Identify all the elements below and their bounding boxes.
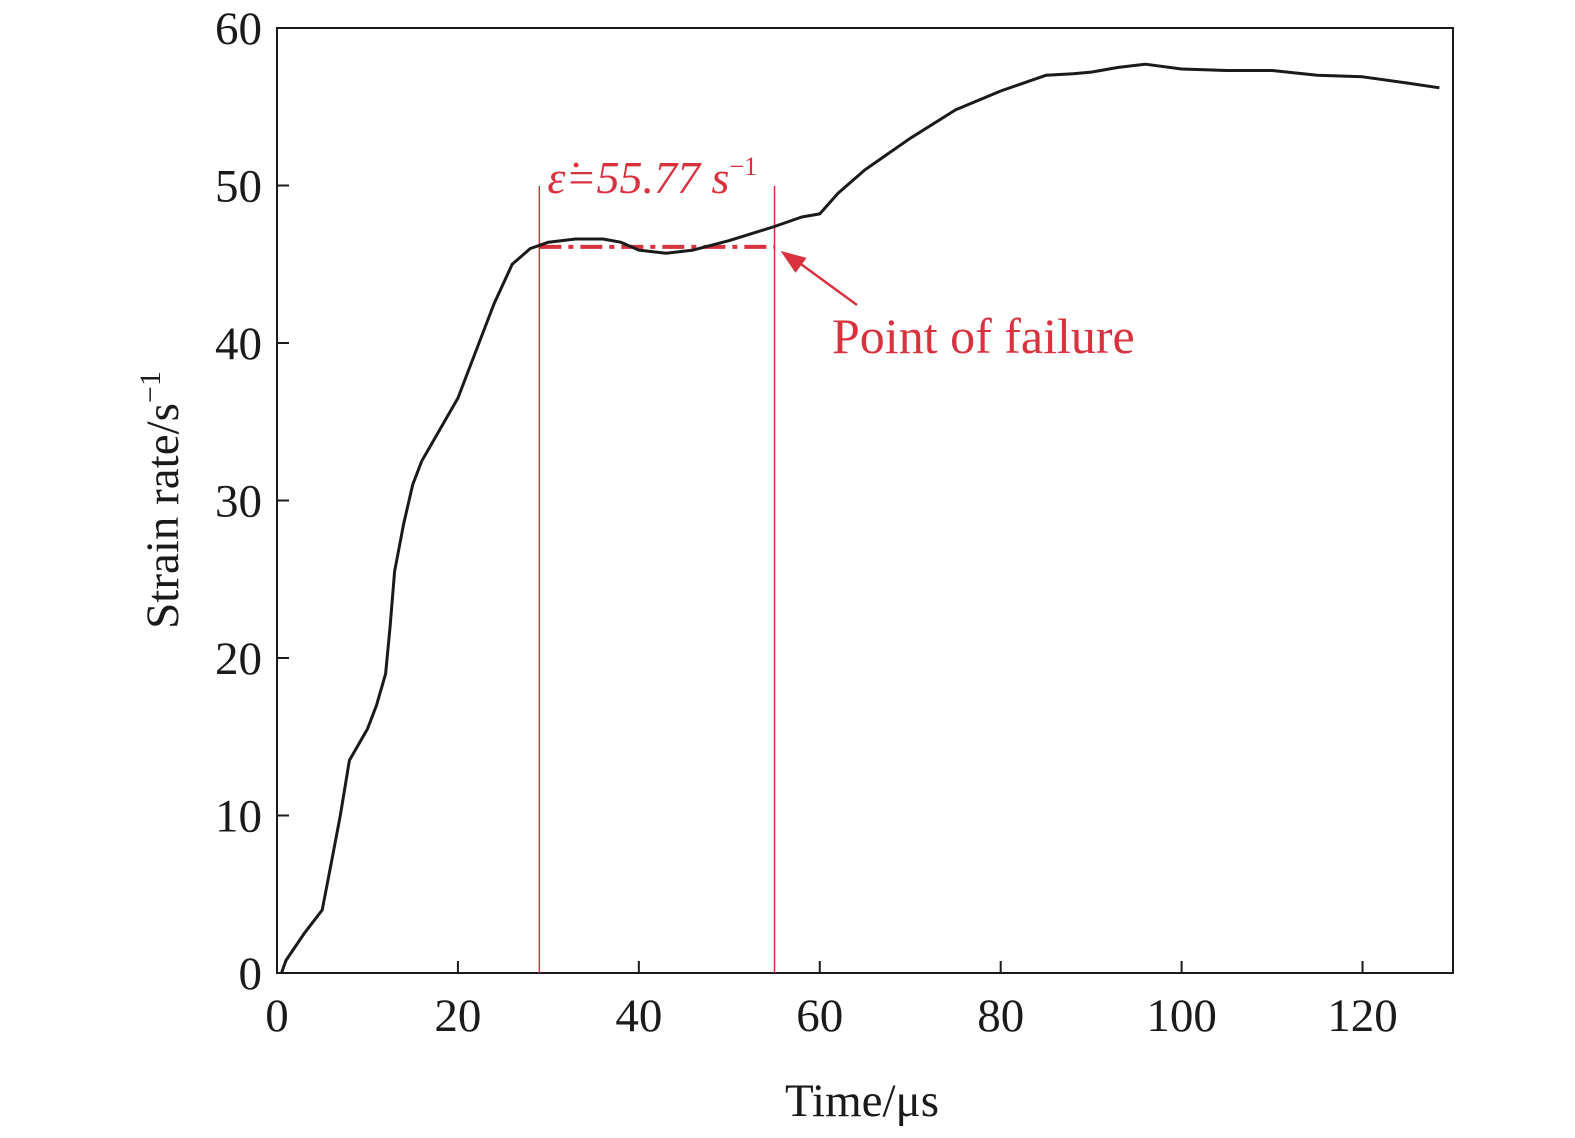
series-line-0 [280,62,1440,974]
failure-arrow-shaft [795,259,858,307]
annotation-layer: ε̇=55.77 s−1 Point of failure [538,152,1135,973]
x-tick-label-6: 120 [1327,990,1398,1042]
x-tick-label-0: 0 [265,990,289,1042]
x-tick-label-4: 80 [977,990,1024,1042]
x-tick-label-1: 20 [434,990,481,1042]
strain-rate-annotation-superscript: −1 [729,152,757,181]
x-tick-label-2: 40 [615,990,662,1042]
y-axis-title-superscript: −1 [134,371,167,403]
x-axis-title: Time/μs [785,1075,939,1127]
axis-ticks: 0 20 40 60 80 100 120 0 10 20 30 40 50 60 [215,3,1398,1042]
y-tick-label-0: 0 [239,948,263,1000]
strain-rate-annotation: ε̇=55.77 s−1 [547,152,757,203]
y-tick-label-5: 50 [215,161,262,213]
y-axis-title-text: Strain rate/s [137,403,189,629]
x-tick-label-3: 60 [796,990,843,1042]
x-tick-label-5: 100 [1146,990,1217,1042]
y-tick-label-4: 40 [215,318,262,370]
y-tick-label-3: 30 [215,476,262,528]
y-axis-title: Strain rate/s−1 [134,371,189,629]
y-tick-label-6: 60 [215,3,262,55]
strain-rate-annotation-text: ε̇=55.77 s [547,152,729,203]
y-tick-label-2: 20 [215,633,262,685]
y-tick-label-1: 10 [215,791,262,843]
failure-arrow-head [780,250,807,273]
series-layer [280,62,1440,974]
failure-label: Point of failure [832,308,1135,364]
